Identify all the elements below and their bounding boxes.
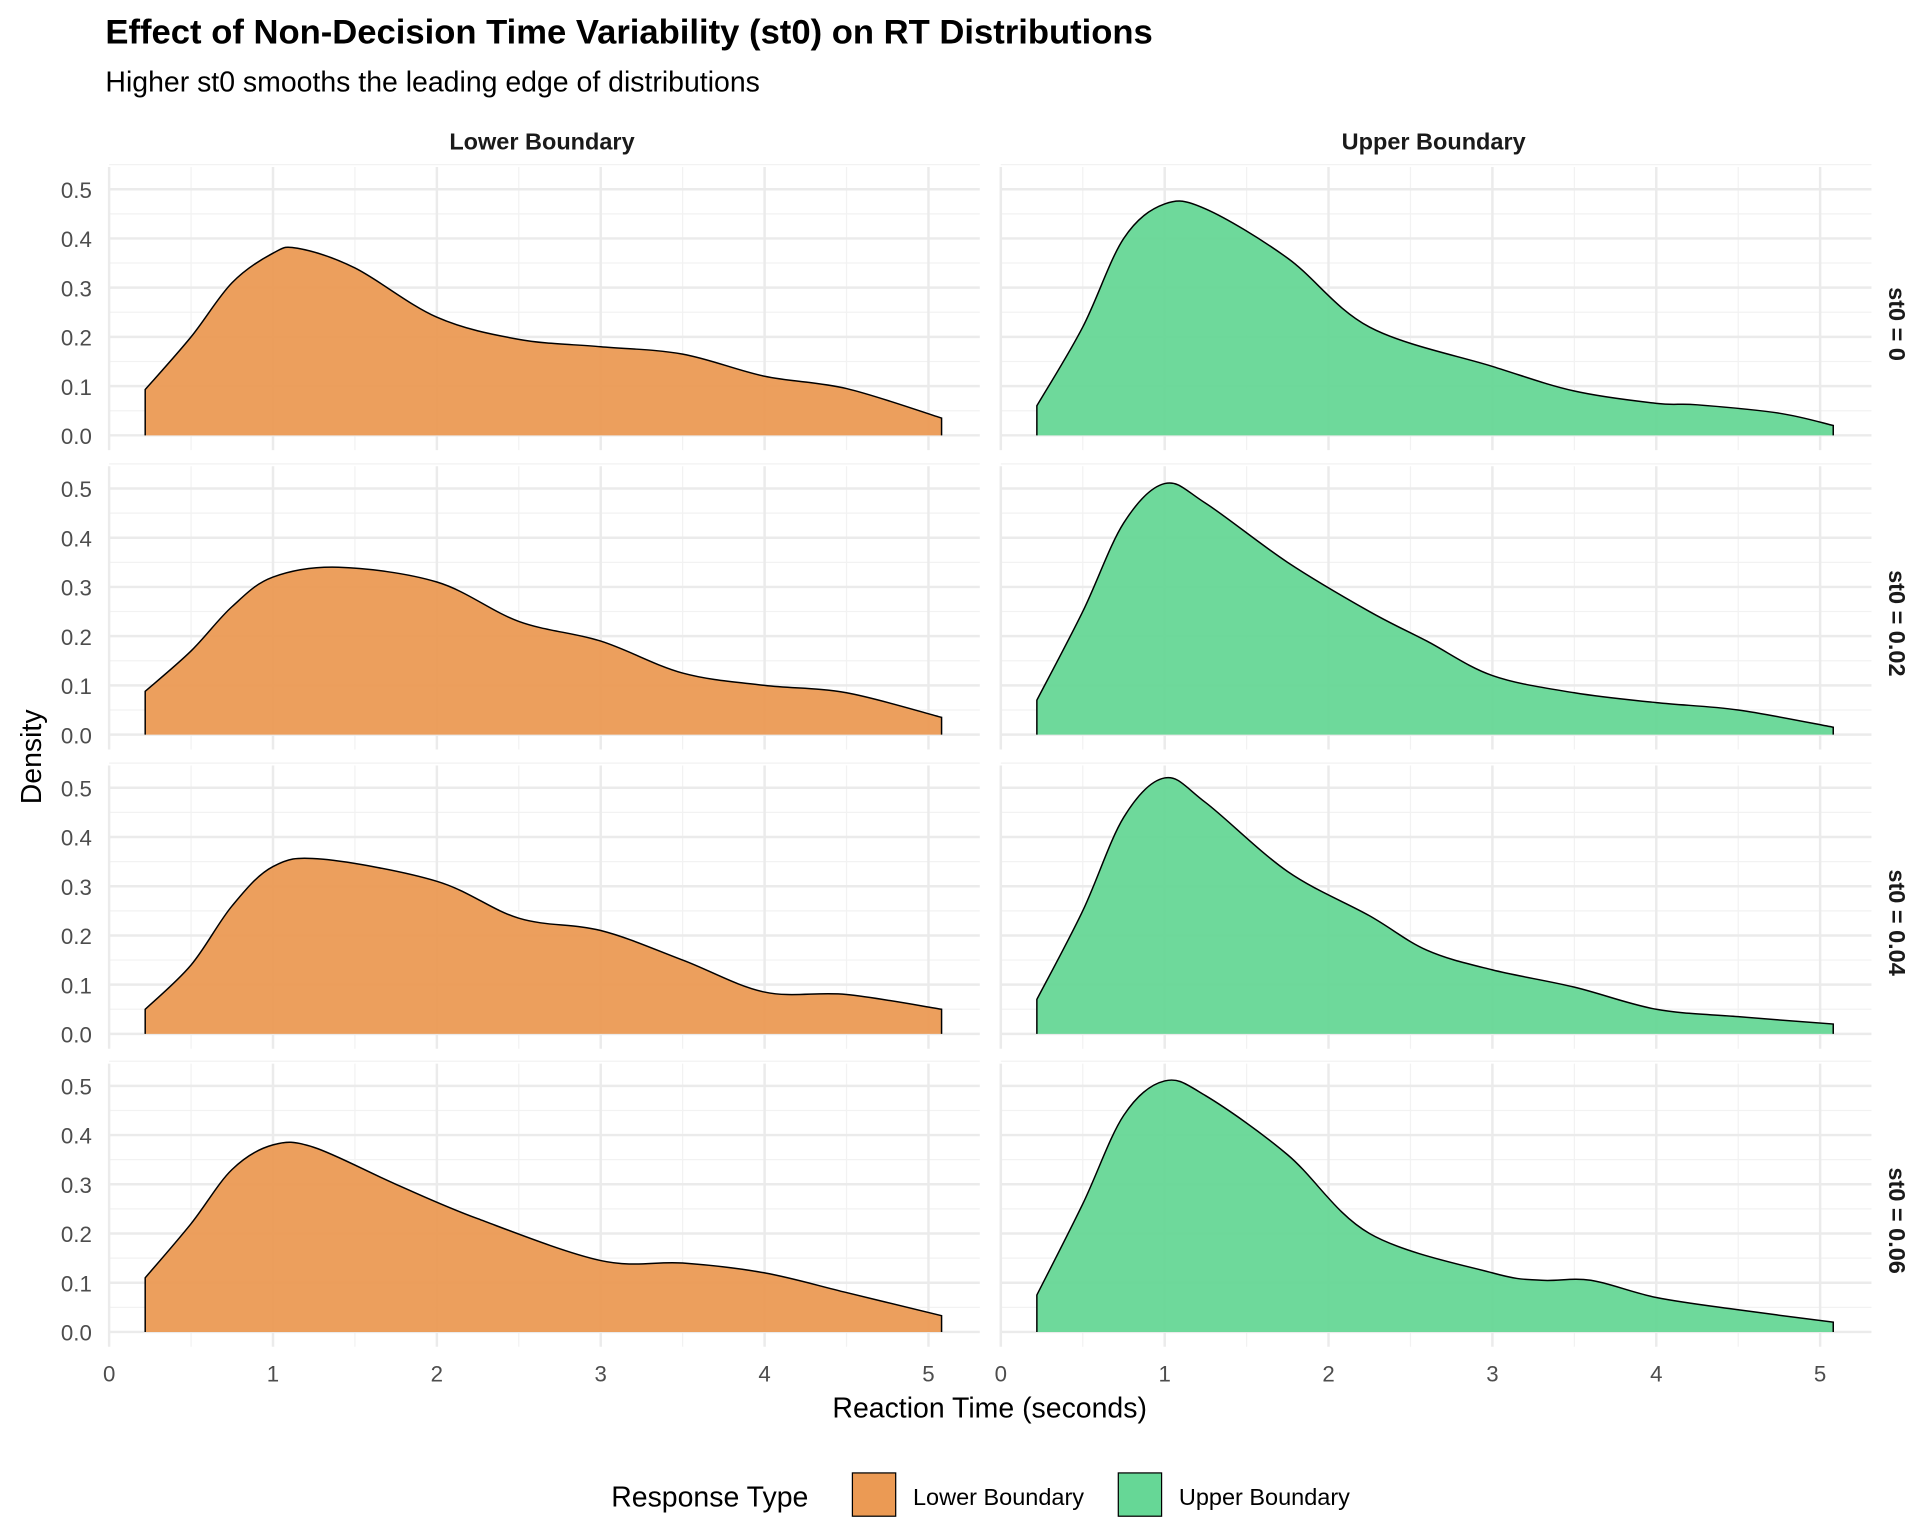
y-tick-label: 0.2	[61, 326, 92, 351]
legend-key-upper	[1117, 1472, 1163, 1517]
y-tick-label: 0.0	[61, 424, 92, 449]
density-line	[144, 857, 943, 1034]
legend-label-upper: Upper Boundary	[1179, 1484, 1350, 1510]
y-tick-label: 0.5	[61, 1074, 92, 1099]
facet-panel	[999, 762, 1872, 1049]
facet-panel: 0.0 0.1 0.2 0.3 0.4 0.5 0 1 2 3 4 5	[61, 1060, 980, 1386]
y-tick-label: 0.4	[61, 826, 92, 851]
density-line	[1036, 1079, 1834, 1332]
density-area	[145, 247, 942, 436]
y-tick-label: 0.0	[61, 1023, 92, 1048]
y-tick-label: 0.1	[61, 375, 92, 400]
legend: Response Type Lower Boundary Upper Bound…	[611, 1472, 1350, 1517]
x-tick-label: 2	[431, 1361, 443, 1386]
density-line	[1036, 482, 1834, 735]
x-tick-label: 0	[103, 1361, 115, 1386]
chart-title: Effect of Non-Decision Time Variability …	[105, 13, 1152, 51]
y-tick-label: 0.1	[61, 973, 92, 998]
y-tick-label: 0.2	[61, 1222, 92, 1247]
x-tick-label: 0	[995, 1361, 1007, 1386]
x-tick-label: 4	[758, 1361, 770, 1386]
row-strip-label: st0 = 0.06	[1884, 1167, 1910, 1273]
y-tick-label: 0.1	[61, 1271, 92, 1296]
density-line	[144, 246, 943, 436]
row-strip-label: st0 = 0.04	[1884, 869, 1910, 975]
y-tick-label: 0.5	[61, 477, 92, 502]
y-tick-label: 0.3	[61, 1173, 92, 1198]
density-area	[1036, 200, 1834, 436]
density-area	[145, 858, 942, 1034]
column-strip-label: Lower Boundary	[449, 129, 634, 155]
density-area	[1036, 1080, 1834, 1332]
density-line	[1036, 776, 1834, 1034]
facet-panel: 0.0 0.1 0.2 0.3 0.4 0.5	[61, 163, 980, 451]
row-strip-label: st0 = 0.02	[1884, 570, 1910, 676]
y-tick-label: 0.4	[61, 1124, 92, 1149]
x-tick-label: 5	[922, 1361, 934, 1386]
density-line	[1036, 200, 1834, 436]
density-area	[1036, 482, 1834, 735]
facet-panel: 0.0 0.1 0.2 0.3 0.4 0.5	[61, 762, 980, 1049]
chart-subtitle: Higher st0 smooths the leading edge of d…	[105, 67, 759, 99]
y-tick-label: 0.1	[61, 674, 92, 699]
density-area	[145, 567, 942, 735]
legend-title: Response Type	[611, 1481, 808, 1513]
column-strip-label: Upper Boundary	[1342, 129, 1526, 155]
y-tick-label: 0.3	[61, 875, 92, 900]
legend-label-lower: Lower Boundary	[913, 1484, 1084, 1510]
facet-panel	[999, 463, 1872, 750]
legend-key-lower	[851, 1472, 897, 1517]
y-tick-label: 0.5	[61, 776, 92, 801]
x-tick-label: 1	[267, 1361, 279, 1386]
density-line	[144, 566, 943, 735]
density-area	[1036, 777, 1834, 1034]
y-tick-label: 0.3	[61, 276, 92, 301]
row-strip-label: st0 = 0	[1884, 287, 1910, 361]
facet-panel: 0.0 0.1 0.2 0.3 0.4 0.5	[61, 463, 980, 750]
y-tick-label: 0.4	[61, 526, 92, 551]
y-tick-label: 0.0	[61, 1321, 92, 1346]
facet-panel	[999, 163, 1872, 451]
x-tick-label: 3	[595, 1361, 607, 1386]
y-tick-label: 0.4	[61, 227, 92, 252]
y-tick-label: 0.2	[61, 924, 92, 949]
density-area	[145, 1142, 942, 1332]
y-tick-label: 0.2	[61, 625, 92, 650]
x-tick-label: 4	[1650, 1361, 1662, 1386]
x-tick-label: 5	[1814, 1361, 1826, 1386]
density-line	[144, 1141, 943, 1332]
y-tick-label: 0.0	[61, 723, 92, 748]
y-tick-label: 0.5	[61, 178, 92, 203]
y-axis-label: Density	[16, 709, 48, 805]
x-tick-label: 1	[1158, 1361, 1170, 1386]
y-tick-label: 0.3	[61, 576, 92, 601]
facet-panel: 0 1 2 3 4 5	[995, 1060, 1872, 1386]
x-axis-label: Reaction Time (seconds)	[832, 1392, 1147, 1424]
x-tick-label: 3	[1486, 1361, 1498, 1386]
x-tick-label: 2	[1322, 1361, 1334, 1386]
